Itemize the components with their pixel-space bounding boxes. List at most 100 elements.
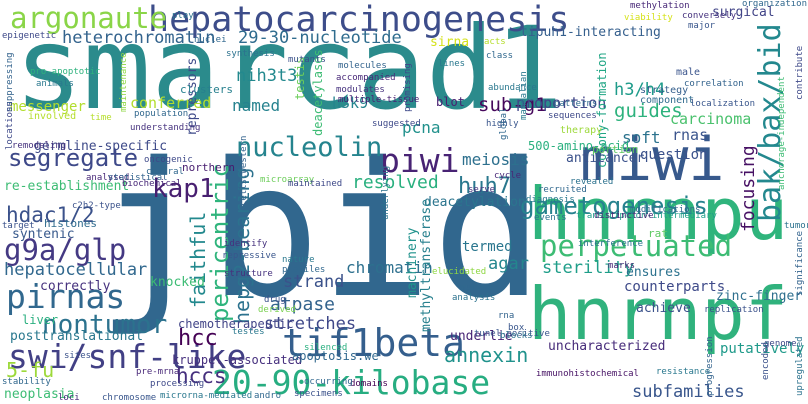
word: apoptosis.we	[292, 349, 379, 363]
word: upregulated	[795, 336, 805, 396]
word: strategy	[640, 85, 689, 96]
word: miwi	[580, 125, 725, 195]
word: northern	[182, 161, 235, 174]
word: argonaute	[10, 1, 168, 35]
word: major	[688, 21, 716, 31]
word: liver	[22, 313, 59, 327]
word: hcc	[178, 326, 218, 351]
word: posttranslational	[10, 329, 144, 344]
word: methylation	[630, 1, 690, 11]
word: murine	[460, 283, 493, 293]
word: processing	[150, 379, 205, 389]
word: oncogenic	[144, 155, 193, 165]
word: maintenance	[119, 52, 129, 112]
word: nature	[282, 255, 315, 265]
word: maintained	[288, 179, 343, 189]
word: question	[640, 147, 708, 163]
word: underlie	[450, 329, 513, 344]
word: organization	[742, 0, 808, 9]
word: kap1	[152, 174, 215, 204]
word: target	[2, 221, 35, 231]
word: male	[676, 67, 701, 78]
word: sites	[64, 351, 92, 361]
word: conversely	[682, 11, 737, 21]
word: elucidated	[432, 267, 487, 277]
word: h3/h4	[614, 80, 666, 100]
word: biochemical	[122, 179, 182, 189]
word: named	[232, 96, 281, 115]
word: surgical	[712, 5, 775, 20]
word: marks	[608, 261, 636, 271]
word: significance	[795, 230, 805, 296]
word: 20-90-kilobase	[212, 363, 491, 402]
word: focusing	[738, 145, 759, 232]
word: recruited	[538, 185, 587, 195]
word: stretches	[264, 314, 357, 334]
word: methyltransferase	[419, 198, 434, 332]
word: correctly	[40, 279, 111, 294]
word: neoplasia	[4, 387, 75, 402]
word: pre-mrna	[136, 367, 180, 377]
word: domains	[350, 379, 388, 389]
word: pcna	[402, 118, 441, 137]
word: diagnosis	[526, 195, 575, 205]
word: cells.western	[239, 135, 249, 206]
word: suggested	[372, 119, 421, 129]
word: chemotherapeutic	[178, 317, 294, 331]
word: hdac1/2	[6, 203, 95, 227]
word: class	[486, 51, 514, 61]
word: histones	[44, 217, 97, 230]
word: population	[134, 109, 189, 119]
word: ensures	[626, 265, 681, 280]
word: stability	[2, 377, 51, 387]
word: jbid	[96, 122, 544, 339]
word: genome	[764, 339, 797, 349]
word: smarcad1	[14, 2, 564, 135]
word: structure	[224, 269, 273, 279]
word: pirnas	[6, 277, 126, 316]
word: andro	[254, 391, 282, 401]
word: agar	[488, 254, 529, 274]
word: portion	[592, 143, 639, 156]
word: rnas	[672, 126, 709, 144]
word: analysed	[86, 173, 130, 183]
word: huh7	[458, 174, 511, 199]
word: counterparts	[624, 279, 726, 295]
word: accompanied	[336, 73, 396, 83]
word: serve	[468, 185, 496, 195]
word: c2h2-type	[72, 201, 121, 211]
word: modifications	[630, 205, 701, 215]
word: molecules	[338, 61, 387, 71]
word: nih3t3	[236, 66, 298, 86]
word: patterns	[554, 99, 598, 109]
word: tipuh1-interacting	[520, 25, 661, 40]
word: locations	[5, 101, 15, 150]
word: loci	[58, 393, 80, 403]
word: localization	[690, 99, 756, 109]
word: conferred	[130, 94, 212, 112]
word: termed	[462, 239, 513, 255]
word: box	[508, 323, 525, 333]
word: re-establishment	[4, 179, 130, 194]
word: pro-apoptotic	[30, 67, 101, 77]
word: knocked	[150, 275, 205, 290]
word: abundance	[488, 83, 537, 93]
word: component	[640, 95, 695, 106]
word: perpetuated	[540, 229, 733, 263]
word: 500-amino-acid	[528, 139, 630, 153]
word: derived	[258, 305, 296, 315]
word: tumor	[784, 221, 808, 231]
word: identify	[224, 239, 268, 249]
word: revealed	[570, 177, 614, 187]
word: heterochromatin	[62, 28, 216, 48]
word: time	[90, 113, 112, 123]
word: mutants	[288, 55, 326, 65]
word: guides	[614, 100, 683, 122]
word: putatively	[720, 341, 805, 357]
word: global	[499, 107, 509, 140]
word: progression	[705, 336, 715, 396]
word: remodeling	[12, 141, 67, 151]
word: promising	[403, 63, 413, 112]
word: clusters	[180, 83, 233, 96]
word: anticancer	[566, 151, 645, 166]
